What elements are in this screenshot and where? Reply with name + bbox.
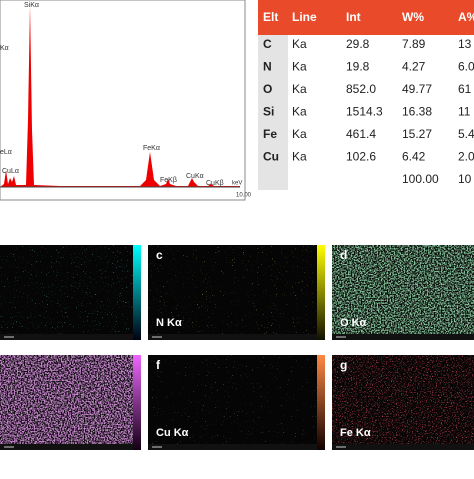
element-cell: Cu bbox=[263, 150, 279, 164]
peak-label: eLα bbox=[0, 149, 12, 156]
map-texture bbox=[0, 355, 133, 450]
table-cell: 49.77 bbox=[402, 82, 432, 96]
peak-label: SiKα bbox=[24, 2, 39, 9]
color-bar bbox=[317, 245, 325, 340]
element-cell: O bbox=[263, 82, 272, 96]
peak-label: Kα bbox=[0, 45, 9, 52]
panel-letter: f bbox=[156, 358, 161, 372]
element-cell: Si bbox=[263, 105, 274, 119]
peak-label: FeKα bbox=[143, 145, 160, 152]
table-cell: 16.38 bbox=[402, 105, 432, 119]
table-cell: Ka bbox=[292, 60, 307, 74]
table-cell: 461.4 bbox=[346, 127, 376, 141]
total-cell: 100.00 bbox=[402, 172, 439, 186]
table-cell: 4.27 bbox=[402, 60, 426, 74]
scale-strip bbox=[0, 444, 133, 450]
peak-label: CuKβ bbox=[206, 180, 224, 187]
table-cell: 61 bbox=[458, 82, 472, 96]
element-cell: Fe bbox=[263, 127, 277, 141]
table-header: Line bbox=[292, 10, 317, 24]
spectrum-frame bbox=[0, 0, 246, 201]
scale-strip bbox=[332, 444, 474, 450]
scale-strip bbox=[148, 334, 317, 340]
element-label: Cu Kα bbox=[156, 427, 189, 439]
table-cell: 102.6 bbox=[346, 150, 376, 164]
table-cell: 29.8 bbox=[346, 37, 370, 51]
table-cell: Ka bbox=[292, 37, 307, 51]
table-cell: Ka bbox=[292, 82, 307, 96]
table-cell: 5.4 bbox=[458, 127, 474, 141]
element-cell: N bbox=[263, 60, 272, 74]
table-cell: Ka bbox=[292, 150, 307, 164]
table-header: Elt bbox=[263, 10, 278, 24]
map-texture bbox=[332, 355, 474, 450]
table-cell: 6.0 bbox=[458, 60, 474, 74]
table-cell: 11 bbox=[458, 105, 471, 119]
scale-strip bbox=[332, 334, 474, 340]
panel-letter: g bbox=[340, 358, 347, 372]
map-texture bbox=[148, 245, 317, 340]
color-bar bbox=[133, 245, 141, 340]
total-cell: 10 bbox=[458, 172, 472, 186]
table-cell: 6.42 bbox=[402, 150, 426, 164]
table-cell: Ka bbox=[292, 127, 307, 141]
table-header-bg bbox=[258, 0, 474, 35]
table-header: Int bbox=[346, 10, 361, 24]
table-header: A% bbox=[458, 10, 474, 24]
panel-letter: c bbox=[156, 248, 163, 262]
map-texture bbox=[148, 355, 317, 450]
peak-label: CuKα bbox=[186, 173, 204, 180]
peak-label: CuLα bbox=[2, 168, 19, 175]
table-cell: 2.0 bbox=[458, 150, 474, 164]
scale-strip bbox=[0, 334, 133, 340]
element-label: N Kα bbox=[156, 317, 182, 329]
table-cell: Ka bbox=[292, 105, 307, 119]
element-cell: C bbox=[263, 37, 272, 51]
table-cell: 7.89 bbox=[402, 37, 426, 51]
panel-letter: d bbox=[340, 248, 347, 262]
table-cell: 1514.3 bbox=[346, 105, 383, 119]
color-bar bbox=[317, 355, 325, 450]
peak-label: FeKβ bbox=[160, 177, 177, 184]
table-cell: 13 bbox=[458, 37, 472, 51]
table-cell: 15.27 bbox=[402, 127, 432, 141]
map-texture bbox=[332, 245, 474, 340]
color-bar bbox=[133, 355, 141, 450]
table-cell: 19.8 bbox=[346, 60, 370, 74]
element-label: Fe Kα bbox=[340, 427, 371, 439]
map-texture bbox=[0, 245, 133, 340]
table-header: W% bbox=[402, 10, 424, 24]
axis-end: 10.00 bbox=[236, 193, 252, 199]
element-label: O Kα bbox=[340, 317, 367, 329]
axis-unit: keV bbox=[232, 181, 242, 187]
table-cell: 852.0 bbox=[346, 82, 376, 96]
scale-strip bbox=[148, 444, 317, 450]
